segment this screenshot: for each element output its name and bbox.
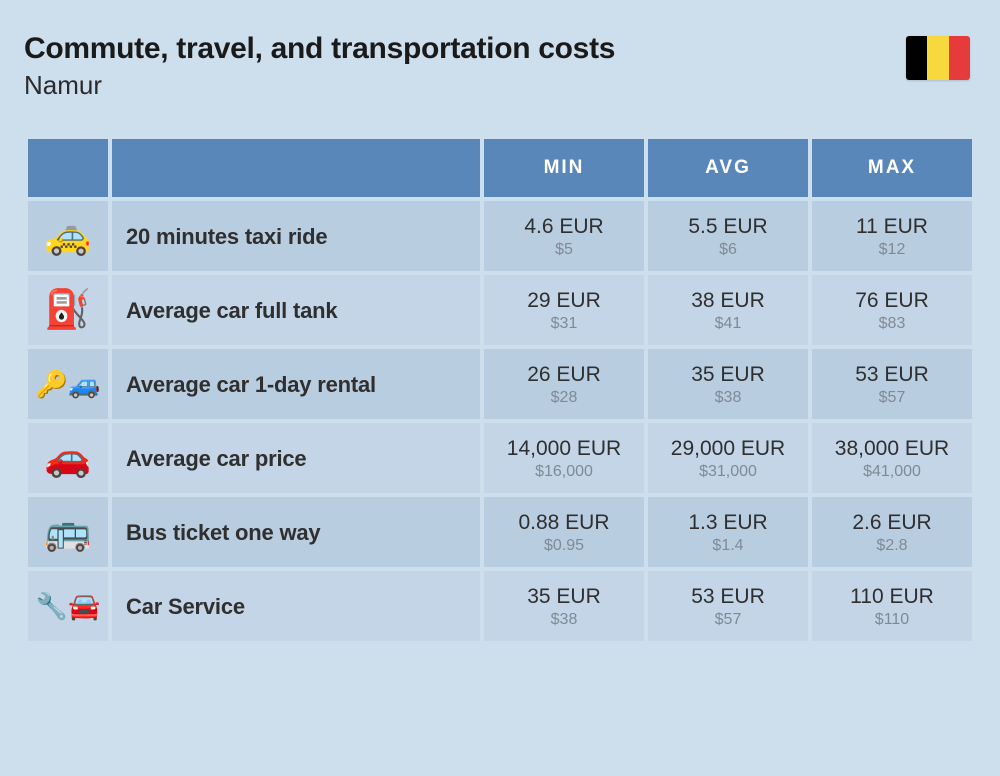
- col-label: [112, 139, 480, 197]
- usd-value: $83: [818, 315, 966, 333]
- cell-min: 35 EUR $38: [484, 571, 644, 641]
- usd-value: $38: [654, 389, 802, 407]
- cell-max: 38,000 EUR $41,000: [812, 423, 972, 493]
- costs-table: MIN AVG MAX 🚕 20 minutes taxi ride 4.6 E…: [24, 135, 976, 645]
- row-label: Bus ticket one way: [112, 497, 480, 567]
- table-row: 🚗 Average car price 14,000 EUR $16,000 2…: [28, 423, 972, 493]
- header: Commute, travel, and transportation cost…: [24, 32, 976, 101]
- usd-value: $57: [818, 389, 966, 407]
- car-icon: 🚗: [28, 423, 108, 493]
- eur-value: 38,000 EUR: [818, 437, 966, 461]
- cell-min: 26 EUR $28: [484, 349, 644, 419]
- fuel-pump-icon: ⛽: [28, 275, 108, 345]
- car-rental-icon: 🔑🚙: [28, 349, 108, 419]
- cell-max: 53 EUR $57: [812, 349, 972, 419]
- cell-avg: 53 EUR $57: [648, 571, 808, 641]
- page-subtitle: Namur: [24, 70, 615, 101]
- usd-value: $28: [490, 389, 638, 407]
- usd-value: $110: [818, 611, 966, 629]
- cell-max: 11 EUR $12: [812, 201, 972, 271]
- cell-avg: 1.3 EUR $1.4: [648, 497, 808, 567]
- col-icon: [28, 139, 108, 197]
- col-min: MIN: [484, 139, 644, 197]
- cell-avg: 38 EUR $41: [648, 275, 808, 345]
- table-row: ⛽ Average car full tank 29 EUR $31 38 EU…: [28, 275, 972, 345]
- cell-min: 0.88 EUR $0.95: [484, 497, 644, 567]
- table-body: 🚕 20 minutes taxi ride 4.6 EUR $5 5.5 EU…: [28, 201, 972, 641]
- usd-value: $2.8: [818, 537, 966, 555]
- table-header-row: MIN AVG MAX: [28, 139, 972, 197]
- page: Commute, travel, and transportation cost…: [0, 0, 1000, 645]
- usd-value: $12: [818, 241, 966, 259]
- eur-value: 76 EUR: [818, 289, 966, 313]
- row-label: Average car 1-day rental: [112, 349, 480, 419]
- eur-value: 53 EUR: [654, 585, 802, 609]
- flag-stripe-red: [949, 36, 970, 80]
- cell-avg: 5.5 EUR $6: [648, 201, 808, 271]
- usd-value: $16,000: [490, 463, 638, 481]
- usd-value: $0.95: [490, 537, 638, 555]
- col-avg: AVG: [648, 139, 808, 197]
- usd-value: $31: [490, 315, 638, 333]
- row-label: Average car full tank: [112, 275, 480, 345]
- usd-value: $1.4: [654, 537, 802, 555]
- row-label: Average car price: [112, 423, 480, 493]
- usd-value: $41,000: [818, 463, 966, 481]
- flag-stripe-yellow: [927, 36, 948, 80]
- cell-max: 110 EUR $110: [812, 571, 972, 641]
- taxi-icon: 🚕: [28, 201, 108, 271]
- belgium-flag-icon: [906, 36, 970, 80]
- usd-value: $38: [490, 611, 638, 629]
- eur-value: 110 EUR: [818, 585, 966, 609]
- title-block: Commute, travel, and transportation cost…: [24, 32, 615, 101]
- cell-min: 4.6 EUR $5: [484, 201, 644, 271]
- row-label: 20 minutes taxi ride: [112, 201, 480, 271]
- page-title: Commute, travel, and transportation cost…: [24, 32, 615, 66]
- eur-value: 14,000 EUR: [490, 437, 638, 461]
- eur-value: 0.88 EUR: [490, 511, 638, 535]
- cell-avg: 29,000 EUR $31,000: [648, 423, 808, 493]
- eur-value: 29 EUR: [490, 289, 638, 313]
- col-max: MAX: [812, 139, 972, 197]
- car-service-icon: 🔧🚘: [28, 571, 108, 641]
- eur-value: 11 EUR: [818, 215, 966, 239]
- usd-value: $5: [490, 241, 638, 259]
- eur-value: 2.6 EUR: [818, 511, 966, 535]
- cell-max: 2.6 EUR $2.8: [812, 497, 972, 567]
- table-row: 🔑🚙 Average car 1-day rental 26 EUR $28 3…: [28, 349, 972, 419]
- eur-value: 35 EUR: [490, 585, 638, 609]
- flag-stripe-black: [906, 36, 927, 80]
- cell-avg: 35 EUR $38: [648, 349, 808, 419]
- usd-value: $41: [654, 315, 802, 333]
- eur-value: 35 EUR: [654, 363, 802, 387]
- table-row: 🚌 Bus ticket one way 0.88 EUR $0.95 1.3 …: [28, 497, 972, 567]
- eur-value: 1.3 EUR: [654, 511, 802, 535]
- eur-value: 38 EUR: [654, 289, 802, 313]
- usd-value: $31,000: [654, 463, 802, 481]
- table-row: 🚕 20 minutes taxi ride 4.6 EUR $5 5.5 EU…: [28, 201, 972, 271]
- usd-value: $57: [654, 611, 802, 629]
- table-row: 🔧🚘 Car Service 35 EUR $38 53 EUR $57 110…: [28, 571, 972, 641]
- cell-max: 76 EUR $83: [812, 275, 972, 345]
- eur-value: 5.5 EUR: [654, 215, 802, 239]
- bus-icon: 🚌: [28, 497, 108, 567]
- row-label: Car Service: [112, 571, 480, 641]
- cell-min: 14,000 EUR $16,000: [484, 423, 644, 493]
- eur-value: 29,000 EUR: [654, 437, 802, 461]
- eur-value: 4.6 EUR: [490, 215, 638, 239]
- eur-value: 26 EUR: [490, 363, 638, 387]
- cell-min: 29 EUR $31: [484, 275, 644, 345]
- usd-value: $6: [654, 241, 802, 259]
- eur-value: 53 EUR: [818, 363, 966, 387]
